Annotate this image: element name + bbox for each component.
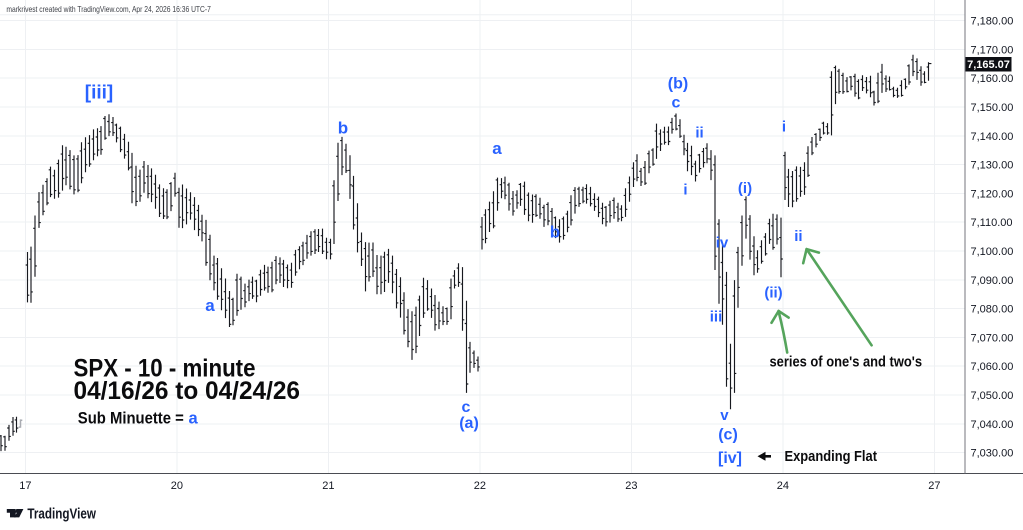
svg-text:TradingView: TradingView bbox=[27, 507, 96, 523]
svg-text:b: b bbox=[550, 223, 560, 242]
svg-text:7,060.00: 7,060.00 bbox=[971, 361, 1014, 373]
svg-text:7,090.00: 7,090.00 bbox=[971, 275, 1014, 287]
svg-text:20: 20 bbox=[171, 480, 183, 492]
svg-text:04/16/26 to 04/24/26: 04/16/26 to 04/24/26 bbox=[74, 377, 301, 405]
svg-text:a: a bbox=[205, 296, 215, 315]
svg-text:7,050.00: 7,050.00 bbox=[971, 390, 1014, 402]
svg-text:i: i bbox=[782, 119, 786, 136]
svg-text:22: 22 bbox=[474, 480, 486, 492]
svg-text:7,070.00: 7,070.00 bbox=[971, 332, 1014, 344]
svg-text:17: 17 bbox=[19, 480, 31, 492]
svg-text:(b): (b) bbox=[668, 76, 688, 93]
svg-text:i: i bbox=[683, 182, 687, 199]
svg-text:b: b bbox=[338, 119, 348, 138]
svg-text:7,110.00: 7,110.00 bbox=[971, 217, 1013, 229]
svg-text:7,165.07: 7,165.07 bbox=[967, 59, 1010, 71]
svg-text:ii: ii bbox=[695, 125, 703, 142]
svg-text:a: a bbox=[189, 410, 199, 428]
svg-text:7,150.00: 7,150.00 bbox=[971, 102, 1014, 114]
svg-text:SPX - 10 - minute: SPX - 10 - minute bbox=[74, 355, 256, 383]
svg-text:series of one's and two's: series of one's and two's bbox=[770, 354, 923, 371]
svg-text:Expanding Flat: Expanding Flat bbox=[785, 448, 878, 465]
svg-text:iii: iii bbox=[710, 309, 723, 326]
svg-text:c: c bbox=[462, 399, 471, 416]
svg-text:7,040.00: 7,040.00 bbox=[971, 419, 1014, 431]
svg-text:iv: iv bbox=[716, 235, 729, 252]
svg-text:7,030.00: 7,030.00 bbox=[971, 448, 1014, 460]
svg-text:markrivest created with Tradin: markrivest created with TradingView.com,… bbox=[6, 4, 211, 14]
svg-text:7,080.00: 7,080.00 bbox=[971, 304, 1014, 316]
svg-text:(c): (c) bbox=[718, 427, 738, 444]
svg-text:27: 27 bbox=[928, 480, 940, 492]
svg-text:Sub Minuette =: Sub Minuette = bbox=[78, 410, 184, 428]
svg-text:24: 24 bbox=[777, 480, 789, 492]
svg-text:(a): (a) bbox=[459, 415, 479, 432]
svg-text:(i): (i) bbox=[738, 180, 752, 197]
svg-text:7,120.00: 7,120.00 bbox=[971, 188, 1014, 200]
svg-text:a: a bbox=[492, 139, 502, 158]
svg-text:v: v bbox=[720, 407, 729, 424]
svg-text:[iii]: [iii] bbox=[85, 83, 114, 104]
svg-text:7,160.00: 7,160.00 bbox=[971, 73, 1014, 85]
svg-text:[iv]: [iv] bbox=[718, 450, 742, 467]
svg-text:23: 23 bbox=[625, 480, 637, 492]
svg-text:c: c bbox=[672, 95, 681, 112]
svg-text:7,170.00: 7,170.00 bbox=[971, 44, 1014, 56]
svg-text:(ii): (ii) bbox=[764, 285, 782, 302]
svg-text:7,130.00: 7,130.00 bbox=[971, 160, 1014, 172]
svg-text:7,180.00: 7,180.00 bbox=[971, 16, 1014, 28]
svg-text:7,140.00: 7,140.00 bbox=[971, 131, 1014, 143]
svg-text:7,100.00: 7,100.00 bbox=[971, 246, 1014, 258]
svg-text:ii: ii bbox=[794, 228, 802, 245]
svg-text:21: 21 bbox=[322, 480, 334, 492]
